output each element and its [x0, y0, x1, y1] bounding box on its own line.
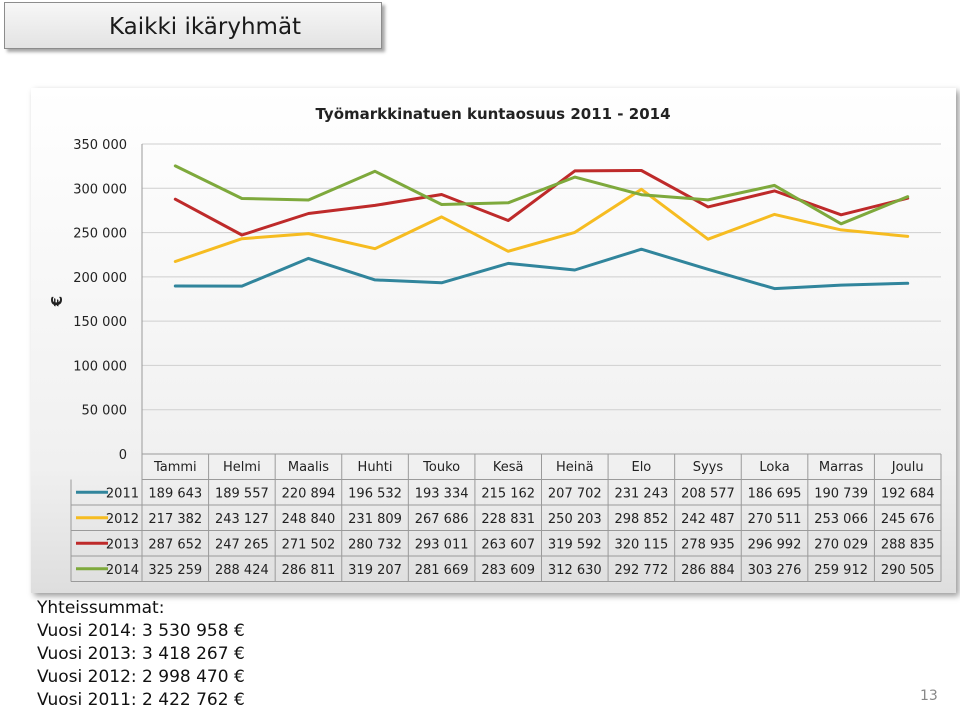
slide-title: Kaikki ikäryhmät — [109, 14, 302, 40]
data-label: 293 011 — [415, 537, 469, 552]
series-line-2014 — [173, 164, 910, 226]
x-tick-label: Syys — [693, 460, 724, 475]
data-label: 242 487 — [681, 512, 735, 527]
data-label: 278 935 — [681, 537, 735, 552]
data-label: 220 894 — [282, 486, 336, 501]
data-label: 248 840 — [282, 512, 336, 527]
data-label: 286 884 — [681, 563, 735, 578]
totals-line: Vuosi 2013: 3 418 267 € — [37, 644, 245, 664]
data-label: 196 532 — [348, 486, 402, 501]
series-line-2013 — [173, 169, 910, 237]
page-number: 13 — [920, 688, 938, 704]
data-label: 190 739 — [814, 486, 868, 501]
y-tick-label: 0 — [119, 448, 127, 463]
data-label: 292 772 — [614, 563, 668, 578]
data-label: 312 630 — [548, 563, 602, 578]
data-label: 192 684 — [881, 486, 935, 501]
data-label: 287 652 — [148, 537, 202, 552]
data-label: 281 669 — [415, 563, 469, 578]
data-label: 325 259 — [148, 563, 202, 578]
x-tick-label: Heinä — [556, 460, 594, 475]
series-line-2011 — [173, 247, 910, 291]
y-tick-label: 50 000 — [82, 404, 128, 419]
data-label: 215 162 — [481, 486, 535, 501]
totals-line: Vuosi 2011: 2 422 762 € — [37, 690, 245, 710]
y-axis-label: € — [48, 296, 66, 307]
data-label: 319 207 — [348, 563, 402, 578]
data-label: 319 592 — [548, 537, 602, 552]
y-tick-label: 350 000 — [73, 138, 127, 153]
data-label: 228 831 — [481, 512, 535, 527]
x-tick-label: Tammi — [153, 460, 197, 475]
data-label: 231 809 — [348, 512, 402, 527]
data-label: 259 912 — [814, 563, 868, 578]
x-tick-label: Touko — [422, 460, 460, 475]
data-label: 296 992 — [748, 537, 802, 552]
data-label: 271 502 — [282, 537, 336, 552]
data-label: 189 643 — [148, 486, 202, 501]
totals-line: Vuosi 2014: 3 530 958 € — [37, 621, 245, 641]
data-label: 208 577 — [681, 486, 735, 501]
data-label: 320 115 — [614, 537, 668, 552]
y-tick-label: 200 000 — [73, 271, 127, 286]
data-label: 303 276 — [748, 563, 802, 578]
totals-heading: Yhteissummat: — [37, 598, 165, 618]
legend-label: 2013 — [106, 537, 139, 552]
data-label: 267 686 — [415, 512, 469, 527]
data-label: 263 607 — [481, 537, 535, 552]
y-tick-label: 300 000 — [73, 182, 127, 197]
data-label: 217 382 — [148, 512, 202, 527]
x-tick-label: Helmi — [223, 460, 261, 475]
data-label: 270 029 — [814, 537, 868, 552]
data-label: 253 066 — [814, 512, 868, 527]
data-label: 288 835 — [881, 537, 935, 552]
data-label: 290 505 — [881, 563, 935, 578]
data-label: 250 203 — [548, 512, 602, 527]
x-tick-label: Joulu — [891, 460, 924, 475]
legend-label: 2011 — [106, 486, 139, 501]
y-tick-label: 150 000 — [73, 315, 127, 330]
data-label: 193 334 — [415, 486, 469, 501]
data-label: 243 127 — [215, 512, 269, 527]
data-label: 207 702 — [548, 486, 602, 501]
data-label: 247 265 — [215, 537, 269, 552]
legend-label: 2012 — [106, 512, 139, 527]
data-label: 283 609 — [481, 563, 535, 578]
chart-panel: Työmarkkinatuen kuntaosuus 2011 - 2014 €… — [31, 88, 956, 593]
x-tick-label: Maalis — [288, 460, 329, 475]
chart-title: Työmarkkinatuen kuntaosuus 2011 - 2014 — [315, 105, 670, 123]
data-label: 245 676 — [881, 512, 935, 527]
totals-line: Vuosi 2012: 2 998 470 € — [37, 667, 245, 687]
series-line-2012 — [173, 187, 910, 263]
x-tick-label: Marras — [819, 460, 864, 475]
y-tick-label: 100 000 — [73, 359, 127, 374]
data-label: 286 811 — [282, 563, 336, 578]
data-label: 288 424 — [215, 563, 269, 578]
slide-title-box: Kaikki ikäryhmät — [4, 2, 382, 49]
y-tick-label: 250 000 — [73, 227, 127, 242]
data-label: 280 732 — [348, 537, 402, 552]
x-tick-label: Kesä — [493, 460, 524, 475]
legend-label: 2014 — [106, 563, 139, 578]
x-tick-label: Elo — [631, 460, 651, 475]
totals-block: Yhteissummat: Vuosi 2014: 3 530 958 € Vu… — [37, 597, 245, 712]
x-tick-label: Loka — [759, 460, 789, 475]
x-tick-label: Huhti — [358, 460, 393, 475]
data-label: 189 557 — [215, 486, 269, 501]
data-label: 186 695 — [748, 486, 802, 501]
line-chart: Työmarkkinatuen kuntaosuus 2011 - 2014 €… — [48, 105, 942, 582]
data-label: 298 852 — [614, 512, 668, 527]
data-label: 231 243 — [614, 486, 668, 501]
data-label: 270 511 — [748, 512, 802, 527]
